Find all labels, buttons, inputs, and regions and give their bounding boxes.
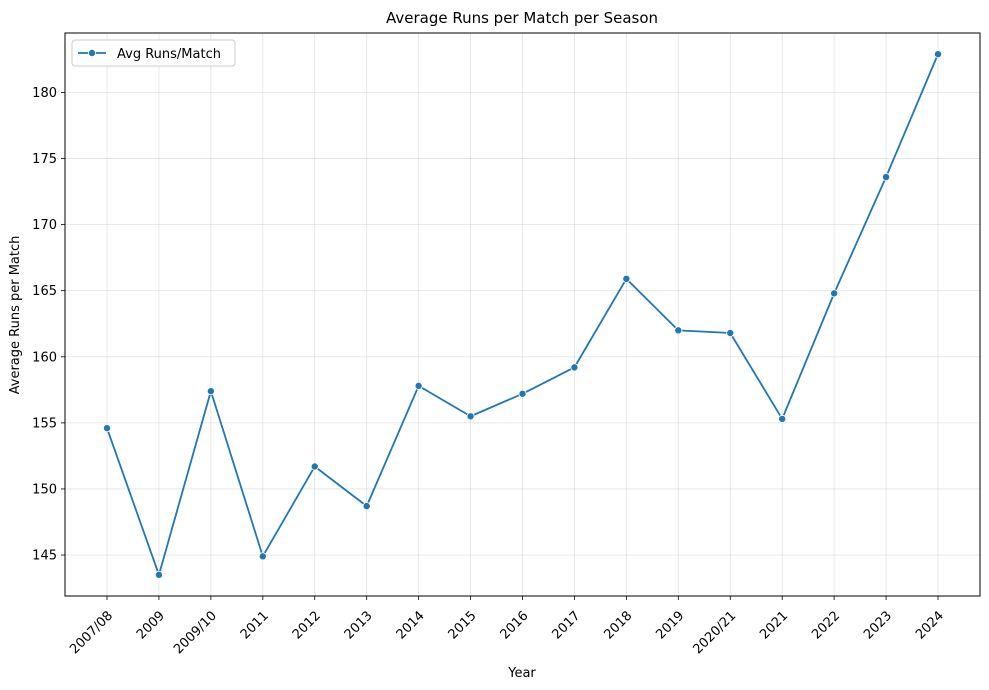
chart-title: Average Runs per Match per Season [386, 9, 658, 27]
data-point [154, 570, 163, 579]
x-axis-label: Year [507, 666, 536, 681]
data-point [518, 389, 527, 398]
data-point [726, 329, 735, 338]
data-point [466, 412, 475, 421]
data-point [258, 552, 267, 561]
data-point [674, 326, 683, 335]
grid-lines [65, 33, 980, 596]
legend: Avg Runs/Match [71, 39, 236, 67]
legend-box [71, 39, 236, 67]
data-point [934, 50, 943, 59]
y-tick-label: 145 [32, 549, 57, 564]
data-point [882, 173, 891, 182]
legend-label: Avg Runs/Match [117, 47, 221, 62]
y-tick-label: 175 [32, 152, 57, 167]
y-tick-label: 150 [32, 482, 57, 497]
y-tick-label: 160 [32, 350, 57, 365]
y-axis-ticks: 145 150 155 160 165 170 175 180 [32, 86, 65, 564]
y-tick-label: 180 [32, 86, 57, 101]
data-point [622, 274, 631, 283]
y-axis-label: Average Runs per Match [8, 236, 23, 395]
data-point [310, 462, 319, 471]
data-point [778, 414, 787, 423]
data-point [570, 363, 579, 372]
data-point [103, 424, 112, 433]
data-point [830, 289, 839, 298]
data-point [206, 387, 215, 396]
y-tick-label: 155 [32, 416, 57, 431]
y-tick-label: 165 [32, 284, 57, 299]
data-point [414, 381, 423, 390]
legend-marker [88, 49, 97, 58]
series-layer [103, 50, 943, 579]
data-point [362, 502, 371, 511]
y-tick-label: 170 [32, 218, 57, 233]
